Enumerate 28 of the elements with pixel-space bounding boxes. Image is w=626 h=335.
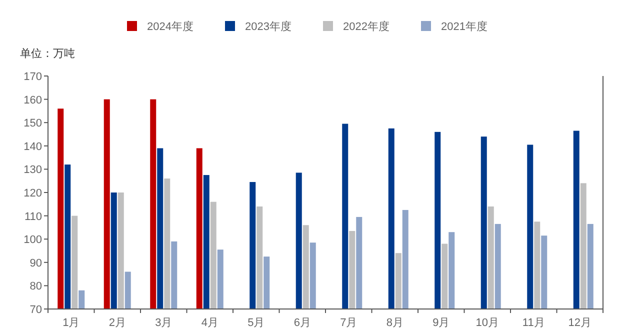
y-tick-label: 160 bbox=[24, 94, 42, 106]
y-tick-label: 140 bbox=[24, 140, 42, 153]
y-tick-label: 170 bbox=[24, 71, 42, 83]
x-tick-label: 8月 bbox=[386, 317, 404, 329]
legend-label: 2023年度 bbox=[245, 20, 292, 33]
x-tick-label: 2月 bbox=[108, 317, 126, 329]
y-tick-label: 100 bbox=[24, 234, 42, 246]
x-tick-label: 1月 bbox=[62, 317, 80, 329]
x-tick-label: 7月 bbox=[340, 317, 358, 329]
x-tick-label: 10月 bbox=[476, 317, 499, 329]
y-tick-label: 120 bbox=[24, 188, 42, 200]
y-tick-label: 150 bbox=[24, 118, 42, 130]
legend-label: 2021年度 bbox=[441, 20, 488, 33]
y-tick-label: 80 bbox=[30, 280, 42, 293]
x-tick-label: 5月 bbox=[248, 317, 265, 329]
y-tick-label: 90 bbox=[30, 257, 42, 270]
y-tick-label: 130 bbox=[24, 164, 42, 176]
x-tick-label: 4月 bbox=[201, 317, 218, 329]
legend-label: 2024年度 bbox=[147, 20, 194, 33]
legend-label: 2022年度 bbox=[343, 20, 390, 33]
x-tick-label: 6月 bbox=[294, 317, 311, 329]
x-tick-label: 11月 bbox=[522, 317, 545, 329]
y-tick-label: 70 bbox=[30, 304, 42, 316]
x-tick-label: 9月 bbox=[432, 317, 450, 329]
x-tick-label: 12月 bbox=[568, 317, 592, 329]
y-tick-label: 110 bbox=[24, 210, 42, 223]
x-tick-label: 3月 bbox=[155, 317, 172, 329]
y-axis-title: 单位：万吨 bbox=[20, 47, 75, 60]
